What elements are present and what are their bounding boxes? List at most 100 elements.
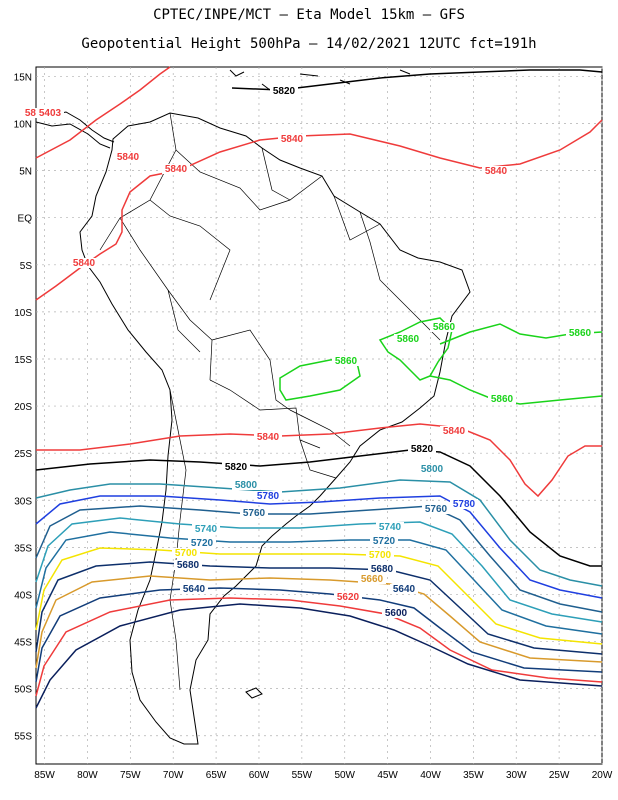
contour-label-bg [254, 432, 282, 442]
lat-label: 5S [20, 261, 33, 272]
contour-label: 5740 [379, 522, 402, 533]
caribbean-islands [229, 69, 411, 91]
contour-5600 [35, 603, 603, 709]
contour-label: 5820 [411, 444, 434, 455]
lat-label: 25S [14, 449, 32, 460]
contour-5640 [35, 587, 603, 683]
contour-label-bg [254, 491, 282, 501]
lon-label: 60W [249, 770, 270, 781]
contour-label-bg [376, 522, 404, 532]
lat-label: 10N [14, 120, 32, 131]
map-frame [35, 66, 603, 765]
lon-label: 80W [77, 770, 98, 781]
contour-label-bg [192, 524, 220, 534]
contour-5860 [378, 317, 453, 381]
lat-label: 5N [19, 167, 32, 178]
contour-label: 5860 [335, 356, 358, 367]
contour-label-bg [174, 560, 202, 570]
contour-label-bg [418, 464, 446, 474]
contour-label-bg [180, 584, 208, 594]
contour-label-bg [408, 444, 436, 454]
contour-label-bg [188, 538, 216, 548]
lat-label: 30S [14, 496, 32, 507]
lon-label: 75W [120, 770, 141, 781]
contour-5720 [35, 531, 603, 635]
contour-5740 [35, 517, 603, 623]
contour-label-bg [334, 592, 362, 602]
contour-label-bg [390, 584, 418, 594]
contour-label: 5620 [337, 592, 360, 603]
lon-label: 35W [463, 770, 484, 781]
contour-label-bg [440, 426, 468, 436]
contour-label: 5780 [257, 491, 280, 502]
contour-label-bg [332, 356, 360, 366]
longitude-labels: 85W 80W 75W 70W 65W 60W 55W 50W 45W 40W 35W 30W 25W 2… [34, 770, 613, 781]
contour-label: 5860 [491, 394, 514, 405]
contour-5800 [35, 479, 603, 587]
contour-label: 5840 [281, 134, 304, 145]
contour-label: 5860 [569, 328, 592, 339]
contour-label-bg [240, 508, 268, 518]
contour-label-bg [430, 322, 458, 332]
contour-5660 [35, 575, 603, 669]
lon-label: 65W [206, 770, 227, 781]
contour-label-bg [366, 550, 394, 560]
contour-label: 5640 [393, 584, 416, 595]
contour-label-bg [358, 574, 386, 584]
contour-5840 [35, 119, 603, 301]
contour-label: 5860 [433, 322, 456, 333]
country-borders [99, 112, 441, 691]
lat-label: 40S [14, 590, 32, 601]
contour-label-bg [422, 504, 450, 514]
south-america-coastline [79, 112, 471, 745]
contour-label: 5720 [191, 538, 214, 549]
chart-title-line-2: Geopotential Height 500hPa – 14/02/2021 … [81, 36, 537, 52]
contour-label: 5403 [39, 108, 62, 119]
lat-label: 50S [14, 685, 32, 696]
contour-label-bg [488, 394, 516, 404]
lon-label: 70W [163, 770, 184, 781]
contour-label: 5840 [117, 152, 140, 163]
contour-label-bg [394, 334, 422, 344]
lat-label: 15N [14, 72, 32, 83]
contour-label-bg [566, 328, 594, 338]
contour-label-bg [370, 536, 398, 546]
lat-label: 15S [14, 355, 32, 366]
contour-label-bg [278, 134, 306, 144]
lon-label: 25W [549, 770, 570, 781]
contour-5700 [35, 547, 603, 645]
contour-label-bg [382, 608, 410, 618]
contour-label: 5800 [235, 480, 258, 491]
contour-5680 [35, 561, 603, 655]
coastlines [35, 69, 471, 745]
chart-title-line-1: CPTEC/INPE/MCT – Eta Model 15km – GFS [153, 7, 465, 23]
contour-label-bg [114, 152, 142, 162]
contour-5840 [35, 66, 171, 159]
contour-5860 [279, 357, 361, 401]
contour-label: 5760 [425, 504, 448, 515]
contour-label: 5720 [373, 536, 396, 547]
graticule [36, 67, 603, 764]
contour-label: 5840 [443, 426, 466, 437]
contour-label-bg [162, 164, 190, 174]
lat-label: 35S [14, 543, 32, 554]
contour-5760 [35, 505, 603, 613]
lon-label: 45W [377, 770, 398, 781]
lon-label: 20W [592, 770, 613, 781]
contour-label: 5860 [397, 334, 420, 345]
contour-labels: 5820 5840 5840 5840 5840 5840 5403 5860 5860 5860… [22, 86, 594, 619]
contour-label: 5740 [195, 524, 218, 535]
contour-label-bg [232, 480, 260, 490]
contour-label: 5760 [243, 508, 266, 519]
latitude-labels: 15N 10N 5N EQ 5S 10S 15S 20S 25S 30S 35S 40S 45S 50S 5… [14, 72, 33, 742]
contour-label: 5840 [73, 258, 96, 269]
contour-label-bg [270, 86, 298, 96]
contour-label-bg [70, 258, 98, 268]
contour-label: 5640 [183, 584, 206, 595]
contour-label: 5780 [453, 499, 476, 510]
lon-label: 30W [506, 770, 527, 781]
lat-label: 10S [14, 308, 32, 319]
contour-label: 5680 [371, 564, 394, 575]
contour-label-bg [450, 499, 478, 509]
contour-label: 5840 [257, 432, 280, 443]
